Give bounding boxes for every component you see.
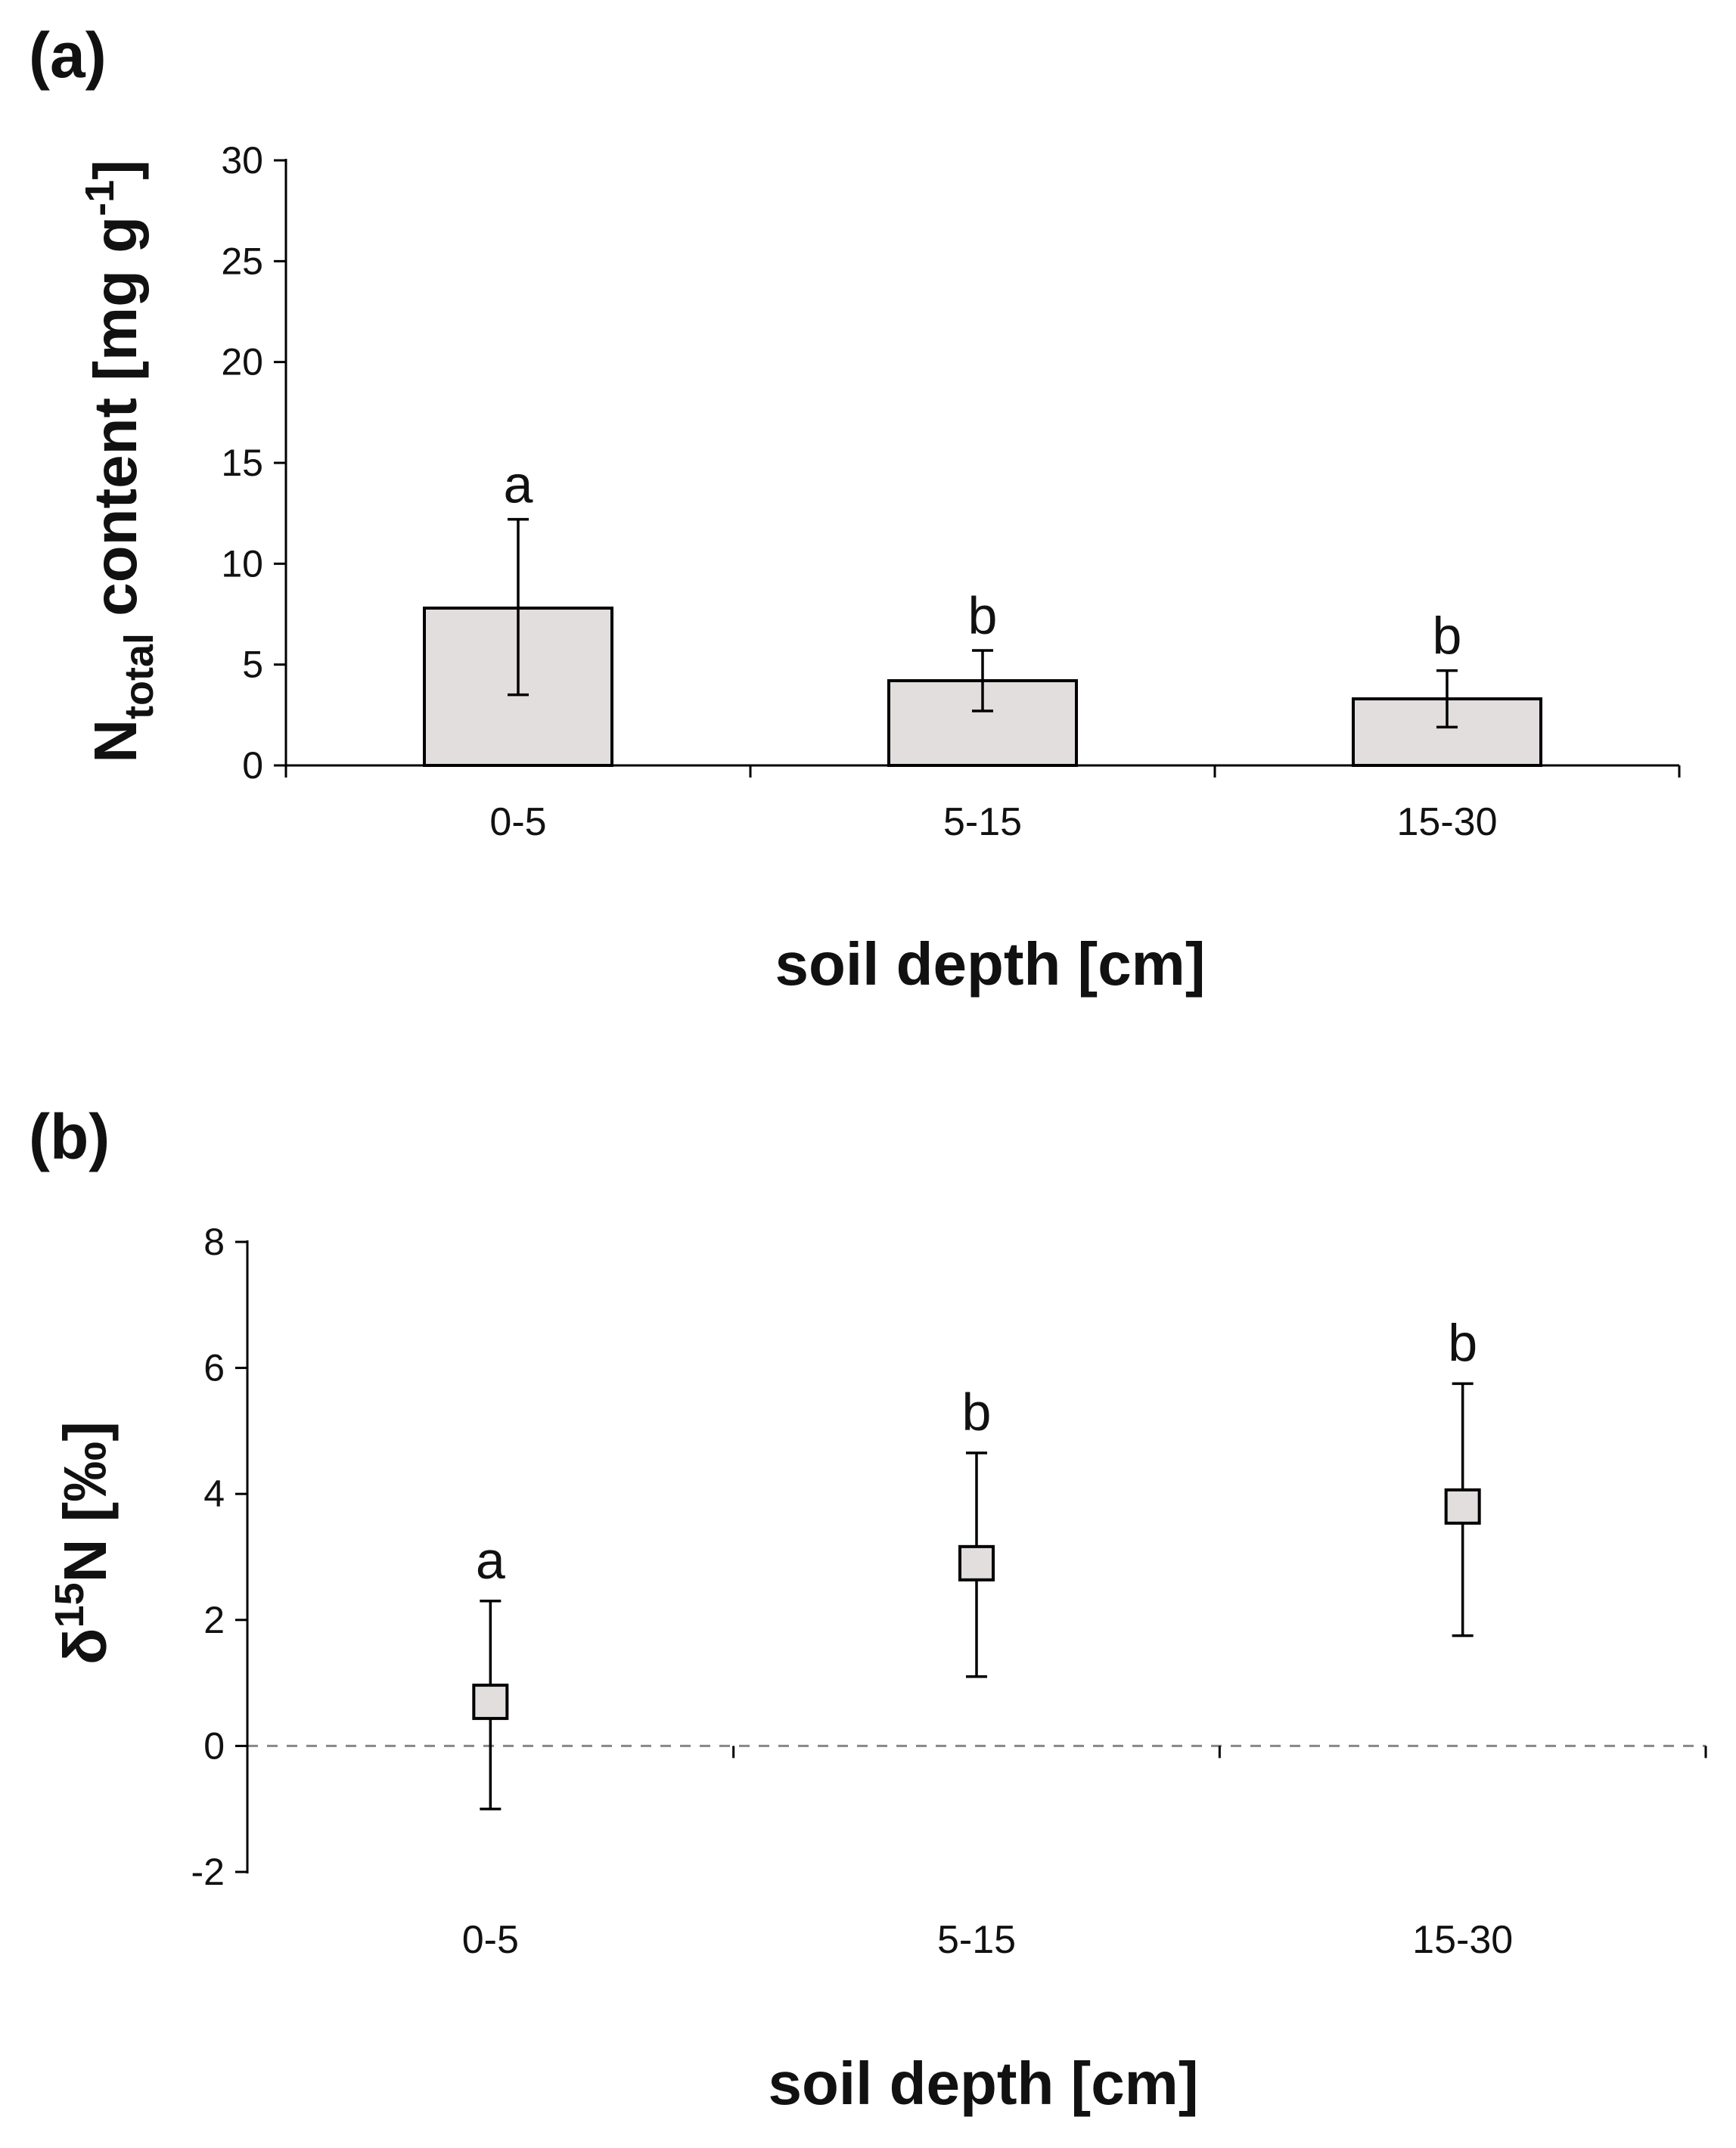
panel-a-y-tick-label: 0: [242, 744, 263, 787]
panel-a: (a) Ntotal content [mg g-1] 0 5 10 15 20 25 30…: [29, 20, 1681, 998]
panel-a-y-ticks: 0 5 10 15 20 25 30: [221, 139, 286, 787]
panel-a-significance-letter: b: [1433, 607, 1462, 666]
panel-a-significance-letters: a b b: [504, 455, 1462, 666]
panel-a-y-tick-label: 20: [221, 341, 263, 383]
panel-a-significance-letter: b: [968, 586, 998, 645]
panel-b-y-tick-label: 8: [203, 1221, 225, 1263]
panel-a-y-tick-label: 5: [242, 644, 263, 686]
panel-b-square-marker: [958, 1544, 995, 1582]
panel-a-ylabel-main: N: [82, 719, 149, 763]
panel-b-significance-letter: b: [962, 1383, 992, 1442]
panel-b-ylabel-sup: 15: [47, 1582, 92, 1628]
panel-b-ylabel-pre: δ: [51, 1628, 119, 1665]
panel-b-y-tick-label: 2: [203, 1599, 225, 1641]
panel-b-x-tick-label: 5-15: [937, 1918, 1016, 1962]
panel-a-y-tick-label: 30: [221, 139, 263, 182]
panel-b-x-tick-label: 0-5: [462, 1918, 519, 1962]
panel-b-significance-letter: b: [1448, 1313, 1477, 1372]
panel-a-ylabel-sup: -1: [77, 180, 123, 216]
panel-b-markers: [472, 1488, 1481, 1721]
panel-b-significance-letters: a b b: [476, 1313, 1477, 1589]
panel-b-y-tick-label: 6: [203, 1347, 225, 1389]
panel-b-y-ticks: -2 0 2 4 6 8: [191, 1221, 247, 1893]
panel-a-x-tick-label: 5-15: [943, 800, 1022, 844]
panel-a-significance-letter: a: [504, 455, 533, 514]
panel-a-y-tick-label: 25: [221, 240, 263, 282]
panel-b-square-marker: [1444, 1488, 1481, 1525]
panel-b-square-marker: [472, 1684, 509, 1721]
panel-b-x-tick-label: 15-30: [1412, 1918, 1513, 1962]
panel-b-label: (b): [29, 1101, 110, 1172]
panel-a-y-tick-label: 15: [221, 442, 263, 484]
panel-a-error-bars: [508, 517, 1458, 729]
panel-a-x-ticks: 0-5 5-15 15-30: [284, 765, 1681, 844]
panel-a-y-axis-title: Ntotal content [mg g-1]: [77, 160, 162, 763]
panel-b-ylabel-rest: N [‰]: [51, 1421, 119, 1582]
panel-b-significance-letter: a: [476, 1531, 505, 1590]
panel-a-y-tick-label: 10: [221, 542, 263, 585]
panel-b-y-tick-label: 0: [203, 1724, 225, 1767]
panel-b-x-ticks: 0-5 5-15 15-30: [462, 1746, 1707, 1962]
panel-b-y-tick-label: 4: [203, 1473, 225, 1515]
panel-a-label: (a): [29, 20, 107, 91]
panel-a-ylabel-rest: content [mg g: [82, 216, 149, 633]
panel-a-x-tick-label: 15-30: [1397, 800, 1498, 844]
panel-a-ylabel-close: ]: [82, 160, 149, 180]
panel-b: (b) δ15N [‰] -2 0 2 4 6 8 0-5 5-15 15-30 a b b so…: [29, 1101, 1707, 2117]
panel-b-y-tick-label: -2: [191, 1851, 225, 1893]
panel-b-y-axis-title: δ15N [‰]: [47, 1421, 119, 1665]
panel-a-x-axis-title: soil depth [cm]: [775, 930, 1206, 998]
panel-a-x-tick-label: 0-5: [489, 800, 546, 844]
panel-a-ylabel-sub: total: [116, 633, 162, 719]
panel-b-x-axis-title: soil depth [cm]: [769, 2050, 1199, 2117]
